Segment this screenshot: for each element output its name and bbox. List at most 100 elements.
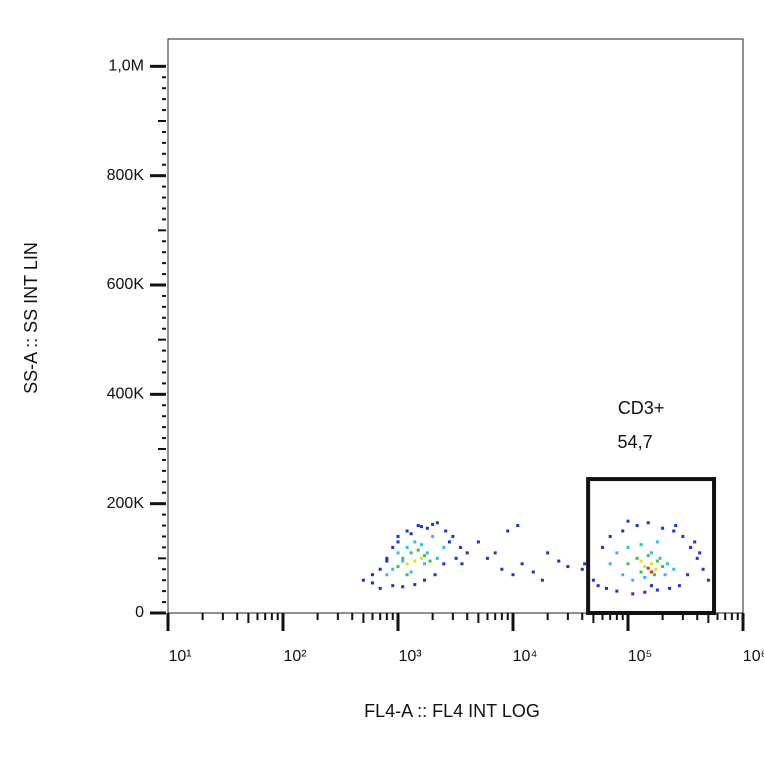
point — [435, 556, 439, 560]
point — [409, 551, 413, 555]
y-tick-label: 0 — [135, 604, 144, 621]
point — [431, 522, 435, 526]
point — [396, 551, 400, 555]
point — [405, 562, 409, 566]
plot-frame — [167, 38, 744, 614]
point — [655, 588, 659, 592]
y-tick-label: 800K — [107, 167, 145, 184]
point — [615, 589, 619, 593]
point — [385, 559, 389, 563]
gate-label: CD3+ — [618, 398, 665, 418]
x-tick-label: 10² — [283, 648, 307, 665]
x-tick-label: 10¹ — [168, 648, 191, 665]
point — [626, 545, 630, 549]
point — [706, 578, 710, 582]
point — [631, 578, 635, 582]
point — [401, 585, 405, 589]
point — [686, 573, 690, 577]
point — [655, 540, 659, 544]
x-tick-label: 10⁴ — [513, 648, 538, 665]
point — [444, 529, 448, 533]
point — [409, 570, 413, 574]
x-tick-label: 10⁵ — [628, 648, 652, 665]
x-tick-label: 10³ — [398, 648, 422, 665]
point — [431, 534, 435, 538]
point — [580, 567, 584, 571]
point — [591, 578, 595, 582]
point — [378, 567, 382, 571]
point — [540, 578, 544, 582]
point — [413, 540, 417, 544]
point — [447, 540, 451, 544]
point — [646, 566, 650, 570]
point — [695, 556, 699, 560]
point — [435, 521, 439, 525]
gate-value: 54,7 — [618, 432, 653, 452]
point — [639, 543, 643, 547]
point — [649, 562, 653, 566]
point — [419, 543, 423, 547]
point — [385, 573, 389, 577]
point — [401, 559, 405, 563]
point — [391, 545, 395, 549]
point — [413, 583, 417, 587]
y-tick-label: 1,0M — [108, 58, 144, 75]
point — [583, 562, 587, 566]
point — [416, 524, 420, 528]
point — [672, 567, 676, 571]
point — [423, 554, 427, 558]
point — [646, 554, 650, 558]
point — [476, 540, 480, 544]
point — [419, 525, 423, 529]
point — [506, 529, 510, 533]
y-tick-label: 200K — [107, 495, 145, 512]
point — [668, 586, 672, 590]
point — [626, 519, 630, 523]
point — [672, 529, 676, 533]
point — [596, 584, 600, 588]
point — [459, 545, 463, 549]
point — [370, 581, 374, 585]
point — [493, 551, 497, 555]
point — [500, 567, 504, 571]
point — [391, 567, 395, 571]
point — [677, 584, 681, 588]
gate — [586, 477, 717, 616]
point — [396, 534, 400, 538]
point — [655, 559, 659, 563]
y-tick-label: 600K — [107, 276, 145, 293]
point — [520, 562, 524, 566]
point — [639, 559, 643, 563]
point — [442, 562, 446, 566]
point — [689, 545, 693, 549]
point — [451, 534, 455, 538]
point — [423, 562, 427, 566]
point — [658, 556, 662, 560]
point — [546, 551, 550, 555]
point — [442, 545, 446, 549]
point — [401, 556, 405, 560]
point — [674, 524, 678, 528]
point — [621, 529, 625, 533]
point — [409, 532, 413, 536]
point — [405, 545, 409, 549]
point — [416, 548, 420, 552]
point — [635, 524, 639, 528]
point — [649, 584, 653, 588]
point — [396, 540, 400, 544]
point — [396, 565, 400, 569]
point — [566, 565, 570, 569]
point — [405, 529, 409, 533]
point — [661, 565, 665, 569]
point — [635, 556, 639, 560]
point — [646, 521, 650, 525]
point — [460, 562, 464, 566]
point — [425, 526, 429, 530]
point — [681, 534, 685, 538]
point — [701, 567, 705, 571]
point — [378, 586, 382, 590]
point — [604, 586, 608, 590]
point — [643, 590, 647, 594]
point — [361, 578, 365, 582]
